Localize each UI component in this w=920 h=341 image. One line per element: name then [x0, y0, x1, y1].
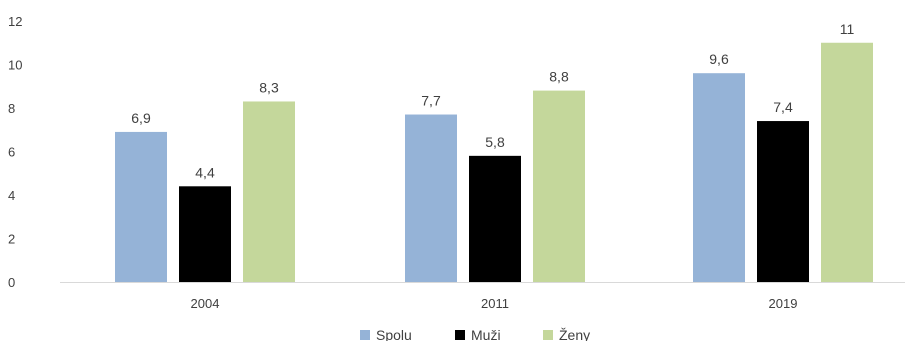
bar-spolu-2019: [693, 73, 745, 282]
x-tick-label: 2019: [769, 296, 798, 311]
data-labels-group: 6,9 4,4 8,3 7,7 5,8 8,8 9,6 7,4 11: [131, 21, 854, 181]
bars-group: [115, 42, 873, 283]
data-label: 4,4: [195, 164, 215, 180]
bar-spolu-2011: [405, 114, 457, 283]
legend: Spolu Muži Ženy: [360, 327, 590, 341]
data-label: 7,7: [421, 93, 441, 109]
data-label: 5,8: [485, 134, 505, 150]
y-tick-label: 10: [8, 58, 22, 73]
legend-label: Ženy: [559, 327, 590, 341]
data-label: 9,6: [709, 51, 729, 67]
data-label: 8,3: [259, 79, 279, 95]
bar-ženy-2004: [243, 101, 295, 282]
legend-label: Spolu: [376, 327, 412, 341]
x-axis: 2004 2011 2019: [60, 282, 905, 311]
bar-spolu-2004: [115, 131, 167, 282]
legend-swatch: [360, 330, 370, 340]
y-tick-label: 8: [8, 101, 15, 116]
y-tick-label: 2: [8, 232, 15, 247]
y-tick-label: 0: [8, 275, 15, 290]
y-tick-label: 6: [8, 145, 15, 160]
data-label: 11: [840, 21, 855, 37]
y-tick-label: 4: [8, 188, 15, 203]
bar-muži-2019: [757, 121, 809, 282]
x-tick-label: 2004: [191, 296, 220, 311]
bar-muži-2004: [179, 186, 231, 282]
bar-ženy-2019: [821, 42, 873, 282]
y-axis: 0 2 4 6 8 10 12: [8, 14, 22, 290]
legend-swatch: [455, 330, 465, 340]
bar-muži-2011: [469, 155, 521, 282]
data-label: 7,4: [773, 99, 793, 115]
data-label: 6,9: [131, 110, 151, 126]
data-label: 8,8: [549, 69, 569, 85]
legend-swatch: [543, 330, 553, 340]
legend-label: Muži: [471, 327, 501, 341]
y-tick-label: 12: [8, 14, 22, 29]
x-tick-label: 2011: [481, 296, 509, 311]
bar-ženy-2011: [533, 90, 585, 282]
